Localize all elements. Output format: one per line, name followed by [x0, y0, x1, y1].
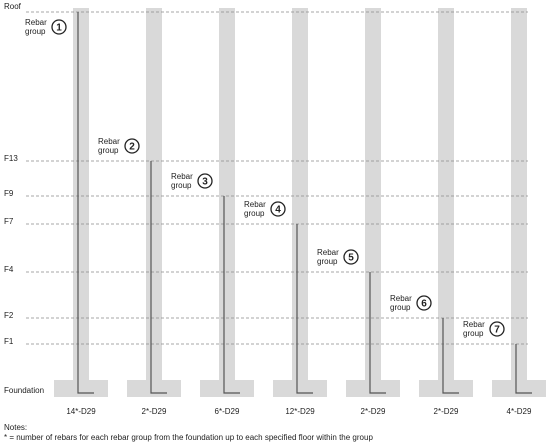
footing-1 — [54, 380, 108, 397]
group-number-2: 2 — [129, 142, 135, 153]
column-6 — [438, 8, 454, 380]
bar-label-3: 6*-D29 — [214, 407, 240, 416]
rebar-5 — [369, 272, 386, 394]
group-number-4: 4 — [275, 205, 281, 216]
column-1 — [73, 8, 89, 380]
rebar-group-label-6: Rebar group — [390, 294, 430, 312]
rebar-group-label-line2: group — [463, 329, 484, 338]
group-number-circle-6 — [416, 295, 432, 311]
rebar-group-label-line2: group — [317, 257, 338, 266]
floor-label-foundation: Foundation — [4, 386, 45, 395]
rebar-3 — [223, 196, 240, 394]
rebar-1 — [77, 12, 94, 394]
floor-label-roof: Roof — [4, 2, 21, 11]
bar-label-2: 2*-D29 — [141, 407, 167, 416]
rebar-group-label-line1: Rebar — [171, 172, 193, 181]
rebar-group-label-line1: Rebar — [244, 200, 266, 209]
group-number-circle-2 — [124, 138, 140, 154]
footing-4 — [273, 380, 327, 397]
footing-5 — [346, 380, 400, 397]
floor-label-f7: F7 — [4, 217, 14, 226]
rebar-group-label-line2: group — [171, 181, 192, 190]
floor-label-f2: F2 — [4, 311, 14, 320]
group-number-circle-7 — [489, 321, 505, 337]
bar-label-1: 14*-D29 — [66, 407, 96, 416]
rebar-group-label-line2: group — [244, 209, 265, 218]
group-number-6: 6 — [421, 299, 427, 310]
rebar-group-label-line1: Rebar — [390, 294, 412, 303]
group-number-circle-1 — [51, 19, 67, 35]
group-number-circle-4 — [270, 201, 286, 217]
footing-7 — [492, 380, 546, 397]
group-number-circle-3 — [197, 173, 213, 189]
rebar-group-label-line2: group — [25, 27, 46, 36]
footing-6 — [419, 380, 473, 397]
rebar-7 — [515, 344, 532, 394]
floor-label-f13: F13 — [4, 154, 18, 163]
rebar-4 — [296, 224, 313, 394]
column-3 — [219, 8, 235, 380]
rebar-group-label-line2: group — [390, 303, 411, 312]
floor-label-f9: F9 — [4, 189, 14, 198]
notes-text: * = number of rebars for each rebar grou… — [4, 433, 373, 442]
group-number-7: 7 — [494, 325, 500, 336]
rebar-group-label-5: Rebar group — [317, 248, 357, 266]
rebar-group-label-line1: Rebar — [98, 137, 120, 146]
notes-title: Notes: — [4, 423, 28, 432]
group-number-circle-5 — [343, 249, 359, 265]
group-number-1: 1 — [56, 23, 62, 34]
bar-label-5: 2*-D29 — [360, 407, 386, 416]
floor-label-f4: F4 — [4, 265, 14, 274]
column-7 — [511, 8, 527, 380]
floor-label-f1: F1 — [4, 337, 14, 346]
rebar-group-label-1: Rebar group — [25, 18, 65, 36]
rebar-group-label-line2: group — [98, 146, 119, 155]
footing-3 — [200, 380, 254, 397]
rebar-group-label-line1: Rebar — [317, 248, 339, 257]
footing-2 — [127, 380, 181, 397]
column-5 — [365, 8, 381, 380]
rebar-group-label-line1: Rebar — [463, 320, 485, 329]
rebar-2 — [150, 161, 167, 394]
bar-label-6: 2*-D29 — [433, 407, 459, 416]
rebar-group-label-line1: Rebar — [25, 18, 47, 27]
rebar-group-label-3: Rebar group — [171, 172, 211, 190]
bar-label-4: 12*-D29 — [285, 407, 315, 416]
rebar-6 — [442, 318, 459, 394]
rebar-group-label-4: Rebar group — [244, 200, 284, 218]
group-number-3: 3 — [202, 177, 208, 188]
rebar-group-label-7: Rebar group — [463, 320, 503, 338]
column-4 — [292, 8, 308, 380]
bar-label-7: 4*-D29 — [506, 407, 532, 416]
column-2 — [146, 8, 162, 380]
rebar-group-label-2: Rebar group — [98, 137, 138, 155]
group-number-5: 5 — [348, 253, 354, 264]
